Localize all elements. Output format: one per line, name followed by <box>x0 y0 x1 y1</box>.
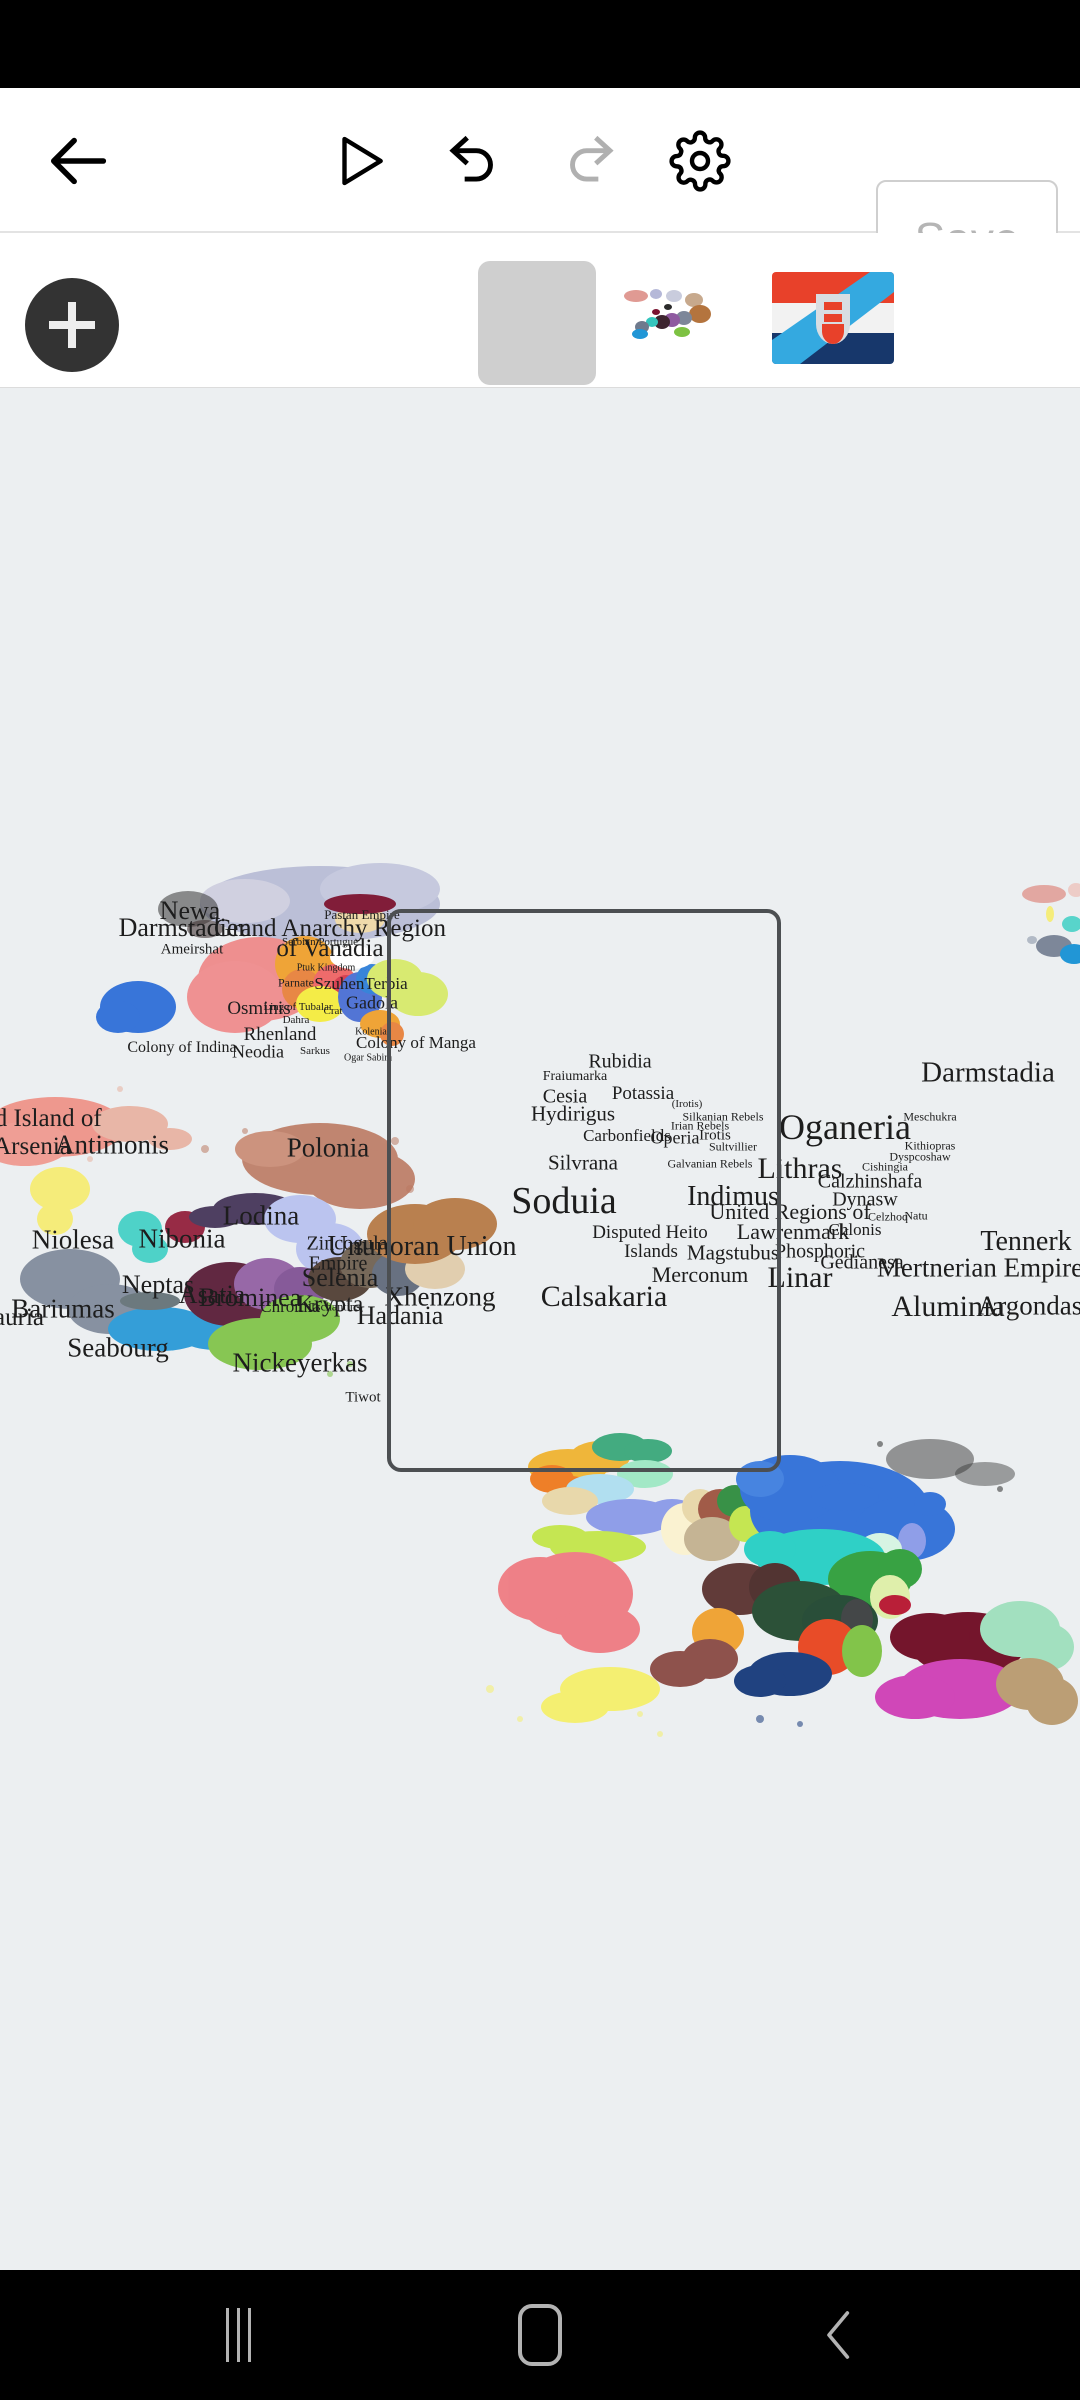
recents-icon[interactable] <box>168 2270 308 2400</box>
layer-thumbnail-flag[interactable] <box>772 272 894 364</box>
status-bar <box>0 0 1080 88</box>
undo-icon[interactable] <box>420 88 530 233</box>
android-nav-bar <box>0 2270 1080 2400</box>
gear-icon[interactable] <box>645 88 755 233</box>
redo-icon[interactable] <box>533 88 643 233</box>
layer-thumbnail-map[interactable] <box>612 272 724 364</box>
layer-thumbnail-blank[interactable] <box>478 261 596 385</box>
selection-rectangle[interactable] <box>387 909 781 1472</box>
map-graphic <box>0 863 1078 1737</box>
play-icon[interactable] <box>305 88 415 233</box>
map-canvas[interactable]: Newa Darmstadien Ameirshat Grand Anarchy Re… <box>0 389 1080 2260</box>
back-arrow-icon[interactable] <box>20 88 140 233</box>
map-fragment-topright <box>1022 883 1080 964</box>
back-nav-icon[interactable] <box>770 2270 910 2400</box>
top-toolbar: Save <box>0 88 1080 298</box>
home-icon[interactable] <box>470 2270 610 2400</box>
plus-icon <box>49 302 95 348</box>
add-layer-button[interactable] <box>25 278 119 372</box>
